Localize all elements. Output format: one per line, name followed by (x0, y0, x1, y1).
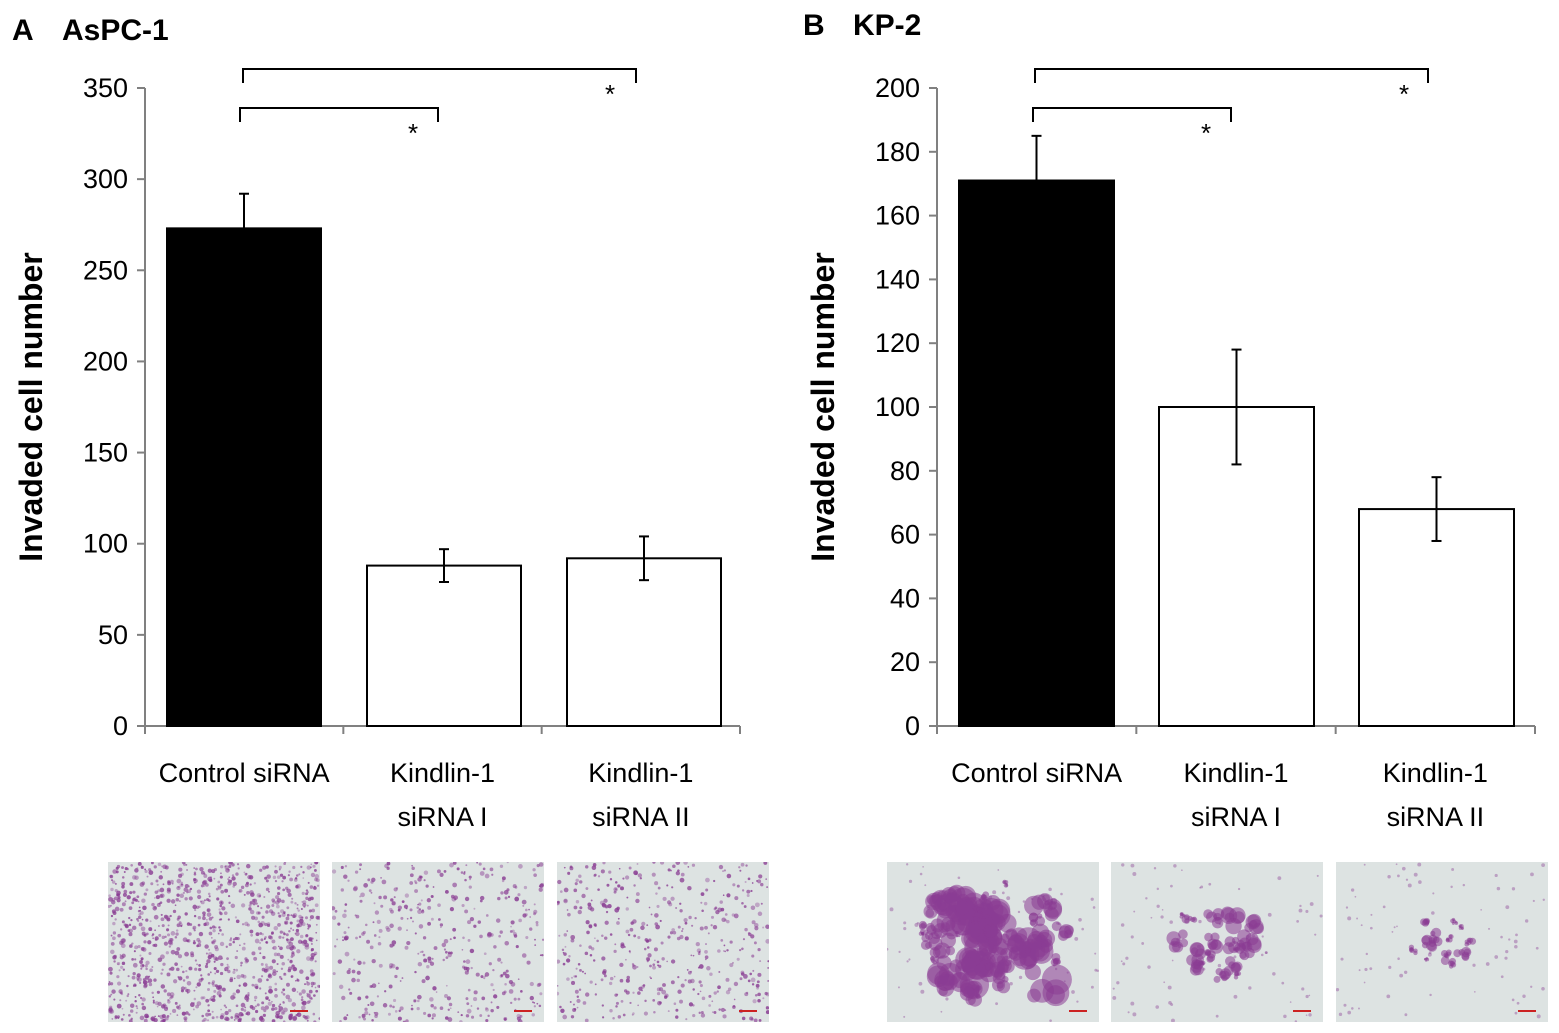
scale-bar (1518, 1010, 1536, 1012)
category-label: Control siRNA (951, 758, 1122, 788)
micrograph-image (887, 862, 1099, 1022)
y-tick-label: 0 (113, 711, 128, 741)
y-tick-label: 100 (875, 392, 920, 422)
significance-bracket (1034, 68, 1429, 83)
bar (566, 557, 722, 727)
bar (166, 227, 322, 728)
panel-title: AsPC-1 (62, 14, 169, 47)
bar (366, 564, 522, 727)
significance-star: * (1201, 118, 1211, 148)
significance-bracket (242, 68, 637, 83)
y-tick-label: 40 (890, 583, 920, 613)
y-tick-label: 140 (875, 264, 920, 294)
micrograph-image (332, 862, 544, 1022)
y-tick-label: 20 (890, 647, 920, 677)
y-tick-label: 0 (905, 711, 920, 741)
y-tick-label: 180 (875, 137, 920, 167)
category-label: Kindlin-1 (588, 758, 693, 788)
y-tick-label: 300 (83, 164, 128, 194)
y-tick-label: 80 (890, 456, 920, 486)
category-label: Kindlin-1 (390, 758, 495, 788)
y-tick-label: 200 (83, 346, 128, 376)
scale-bar (1069, 1010, 1087, 1012)
category-label: siRNA I (1191, 802, 1281, 832)
category-label: Control siRNA (159, 758, 330, 788)
y-tick-label: 100 (83, 529, 128, 559)
y-tick-label: 350 (83, 73, 128, 103)
panel-title: KP-2 (853, 9, 921, 42)
y-axis-title: Invaded cell number (805, 252, 841, 561)
scale-bar (290, 1010, 308, 1012)
panel-b: B KP-2 Invaded cell number 0 20 40 60 80 100 120 1… (803, 9, 1548, 1022)
panel-letter: B (803, 9, 825, 42)
micrograph-image (1336, 862, 1548, 1022)
y-tick-label: 60 (890, 520, 920, 550)
bar (1358, 508, 1515, 727)
micrograph-image (557, 862, 769, 1022)
panel-letter: A (12, 14, 34, 47)
category-label: siRNA I (397, 802, 487, 832)
scale-bar (739, 1010, 757, 1012)
y-tick-label: 150 (83, 438, 128, 468)
micrograph-image (1111, 862, 1323, 1022)
category-label: siRNA II (1387, 802, 1485, 832)
significance-bracket (239, 107, 439, 122)
significance-star: * (408, 118, 418, 148)
category-label: siRNA II (592, 802, 690, 832)
category-label: Kindlin-1 (1383, 758, 1488, 788)
scale-bar (1293, 1010, 1311, 1012)
category-label: Kindlin-1 (1183, 758, 1288, 788)
scale-bar (514, 1010, 532, 1012)
significance-star: * (605, 79, 615, 109)
y-tick-label: 50 (98, 620, 128, 650)
y-tick-label: 250 (83, 255, 128, 285)
y-tick-label: 160 (875, 201, 920, 231)
y-tick-label: 200 (875, 73, 920, 103)
panel-a: A AsPC-1 Invaded cell number 0 50 100 150 200 25… (12, 14, 769, 1022)
significance-bracket (1032, 107, 1232, 122)
y-axis-title: Invaded cell number (13, 252, 49, 561)
y-tick-label: 120 (875, 328, 920, 358)
micrograph-image (108, 862, 320, 1022)
significance-star: * (1399, 79, 1409, 109)
bar (958, 179, 1115, 727)
